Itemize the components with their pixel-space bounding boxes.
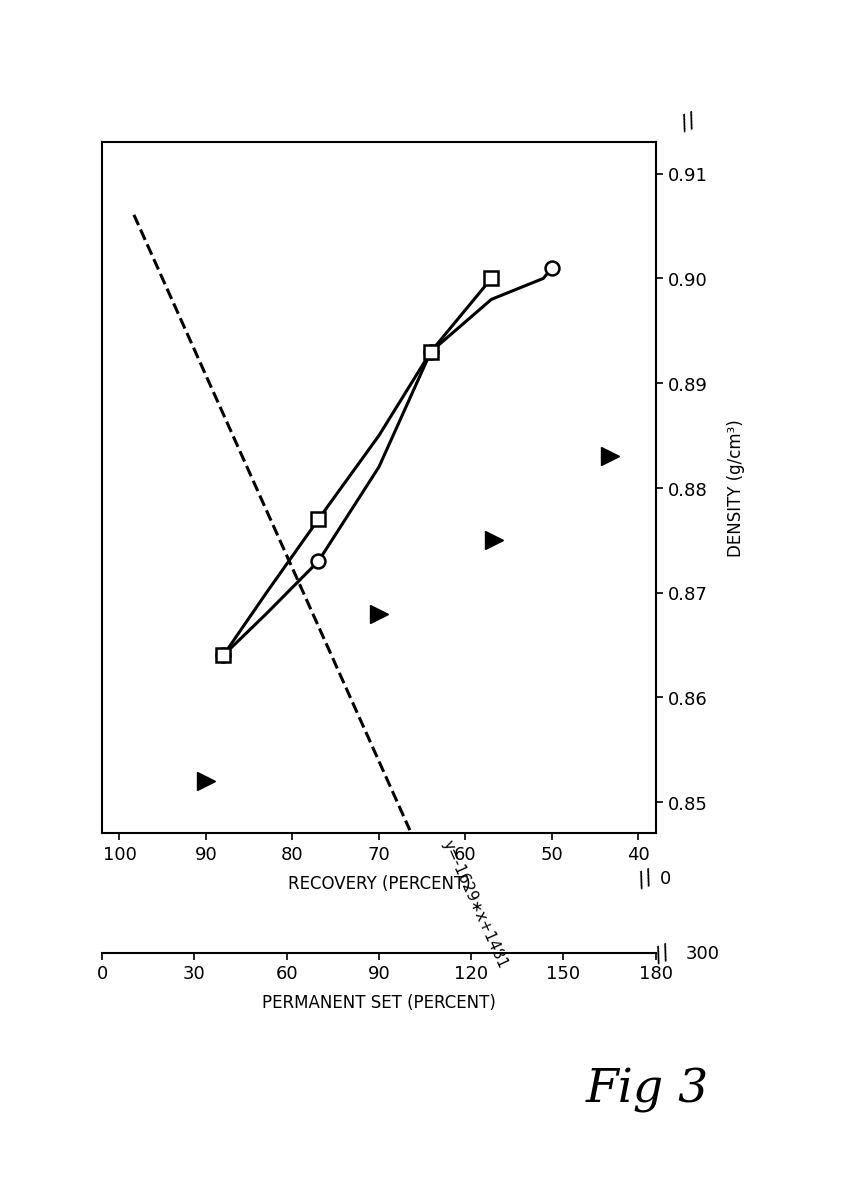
Y-axis label: DENSITY (g/cm³): DENSITY (g/cm³)	[727, 419, 745, 557]
Text: //: //	[635, 867, 655, 891]
Text: y=-1629∗x+1481: y=-1629∗x+1481	[440, 837, 510, 969]
Text: 300: 300	[686, 944, 720, 962]
X-axis label: RECOVERY (PERCENT): RECOVERY (PERCENT)	[288, 874, 470, 892]
Text: //: //	[678, 111, 699, 135]
Text: 0: 0	[659, 869, 671, 887]
X-axis label: PERMANENT SET (PERCENT): PERMANENT SET (PERCENT)	[262, 993, 495, 1011]
Text: //: //	[652, 941, 673, 966]
Text: Fig 3: Fig 3	[585, 1067, 708, 1112]
